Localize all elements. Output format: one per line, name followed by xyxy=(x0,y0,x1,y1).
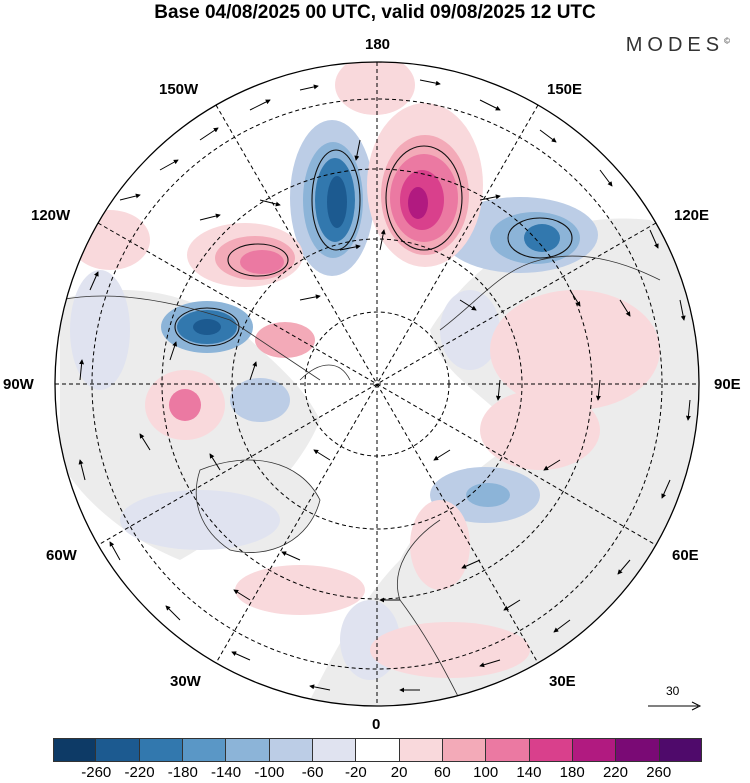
colorbar xyxy=(53,738,702,762)
colorbar-segment xyxy=(659,738,702,762)
colorbar-tick-label: 100 xyxy=(473,764,499,781)
lon-label-150w: 150W xyxy=(159,81,199,98)
colorbar-segment xyxy=(269,738,313,762)
colorbar-tick-label: -60 xyxy=(301,764,324,781)
colorbar-segment xyxy=(139,738,183,762)
anomaly-negative xyxy=(193,319,221,335)
pole-region xyxy=(344,323,440,407)
lon-label-90e: 90E xyxy=(714,376,741,393)
colorbar-segment xyxy=(399,738,443,762)
wind-vectors xyxy=(78,79,691,693)
contours xyxy=(174,145,573,347)
anomaly-positive xyxy=(490,290,660,410)
anomaly-negative xyxy=(440,290,500,370)
anomaly-positive xyxy=(255,322,315,358)
anomaly-positive xyxy=(408,187,428,219)
anomaly-positive xyxy=(480,390,600,470)
anomaly-positive xyxy=(235,565,365,615)
lon-label-60e: 60E xyxy=(672,547,699,564)
colorbar-tick-label: 180 xyxy=(559,764,585,781)
colorbar-segment xyxy=(572,738,617,762)
colorbar-segment xyxy=(442,738,487,762)
lon-label-0: 0 xyxy=(372,716,381,733)
reference-vector-label: 30 xyxy=(666,684,680,698)
anomaly-positive xyxy=(169,389,201,421)
colorbar-segment xyxy=(616,738,660,762)
anomaly-positive xyxy=(410,500,470,590)
colorbar-segment xyxy=(312,738,357,762)
lon-label-150e: 150E xyxy=(547,81,583,98)
colorbar-tick-label: -180 xyxy=(167,764,198,781)
colorbar-tick-label: 60 xyxy=(434,764,451,781)
anomaly-negative xyxy=(120,490,280,550)
colorbar-tick-label: 20 xyxy=(390,764,408,781)
colorbar-segment xyxy=(96,738,140,762)
lon-label-30e: 30E xyxy=(549,673,576,690)
lon-label-180: 180 xyxy=(365,36,391,53)
colorbar-tick-label: -20 xyxy=(345,764,367,781)
anomaly-positive xyxy=(240,250,284,274)
colorbar-tick-label: -260 xyxy=(81,764,112,781)
colorbar-segment xyxy=(226,738,270,762)
chart-title: Base 04/08/2025 00 UTC, valid 09/08/2025… xyxy=(154,2,596,23)
lon-label-120w: 120W xyxy=(31,207,71,224)
meridians xyxy=(55,62,699,706)
colorbar-tick-label: -220 xyxy=(124,764,155,781)
map-boundary xyxy=(54,61,700,707)
colorbar-segment xyxy=(53,738,97,762)
anomaly-negative xyxy=(524,224,560,252)
anomaly-negative xyxy=(230,378,290,422)
colorbar-tick-label: 260 xyxy=(646,764,672,781)
reference-vector: 30 xyxy=(646,684,702,714)
colorbar-tick-label: -100 xyxy=(254,764,285,781)
colorbar-tick-label: 140 xyxy=(516,764,542,781)
anomaly-negative xyxy=(70,270,130,390)
colorbar-segment xyxy=(529,738,573,762)
colorbar-segment xyxy=(356,738,400,762)
colorbar-tick-label: -140 xyxy=(211,764,242,781)
lon-label-90w: 90W xyxy=(3,376,34,393)
colorbar-tick-label: 220 xyxy=(602,764,628,781)
lon-label-120e: 120E xyxy=(674,207,710,224)
lon-label-60w: 60W xyxy=(46,547,77,564)
colorbar-segment xyxy=(182,738,227,762)
colorbar-segment xyxy=(486,738,530,762)
lon-label-30w: 30W xyxy=(170,673,201,690)
anomaly-negative xyxy=(466,483,510,507)
reference-arrow-icon xyxy=(648,701,702,711)
modes-logo: MODES© xyxy=(625,34,730,56)
anomaly-positive xyxy=(370,622,530,678)
anomaly-field xyxy=(55,62,699,706)
anomaly-positive xyxy=(70,210,150,270)
anomaly-negative xyxy=(327,176,347,228)
